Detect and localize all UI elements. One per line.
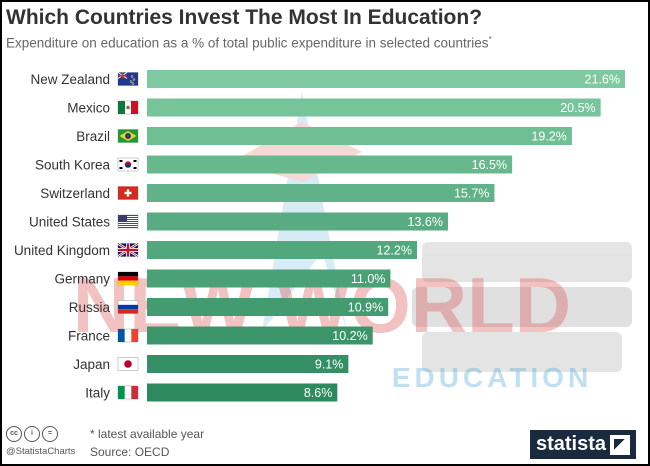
flag-mexico-icon xyxy=(117,100,139,115)
bar-value-label: 12.2% xyxy=(377,244,412,258)
cc-icon: cc xyxy=(6,426,22,442)
category-label: France xyxy=(68,329,110,344)
bar-value-label: 19.2% xyxy=(531,130,566,144)
statista-logo[interactable]: statista xyxy=(529,430,636,459)
category-label: Switzerland xyxy=(40,186,110,201)
bar-value-label: 15.7% xyxy=(454,187,489,201)
bar-value-label: 10.9% xyxy=(348,301,383,315)
category-label: Italy xyxy=(85,386,110,401)
bar-united-states xyxy=(147,212,448,231)
category-label: New Zealand xyxy=(30,72,110,87)
flag-germany-icon xyxy=(117,271,139,286)
bar-italy xyxy=(147,383,338,402)
bar-value-label: 8.6% xyxy=(304,386,333,400)
category-label: Germany xyxy=(54,272,110,287)
bar-switzerland xyxy=(147,184,495,202)
category-label: Russia xyxy=(69,300,111,315)
social-handle: @StatistaCharts xyxy=(6,446,76,457)
brand-name: statista xyxy=(535,433,606,455)
bar-chart: 21.6% New Zealand 20.5% Mexico 19.2% Brazil 16… xyxy=(14,70,625,402)
bar-value-label: 16.5% xyxy=(472,158,507,172)
flag-united-states-icon xyxy=(117,214,139,229)
flag-japan-icon xyxy=(117,357,139,371)
footnote: * latest available year xyxy=(90,427,205,441)
category-label: Brazil xyxy=(76,129,110,144)
flag-united-kingdom-icon xyxy=(117,242,139,258)
bar-value-label: 10.2% xyxy=(332,329,367,343)
flag-new-zealand-icon xyxy=(117,72,139,86)
flag-brazil-icon xyxy=(117,129,139,143)
bar-south-korea xyxy=(147,155,513,174)
license-icons: cc i = xyxy=(6,426,58,442)
bar-japan xyxy=(147,355,349,373)
category-label: South Korea xyxy=(35,158,111,173)
bar-france xyxy=(147,326,373,345)
nd-icon: = xyxy=(42,426,58,442)
bar-new-zealand xyxy=(147,70,625,88)
bar-value-label: 11.0% xyxy=(351,272,386,286)
source: Source: OECD xyxy=(90,445,170,459)
bar-mexico xyxy=(147,98,601,117)
bar-value-label: 9.1% xyxy=(315,358,344,372)
flag-italy-icon xyxy=(117,385,139,400)
bar-germany xyxy=(147,269,391,288)
category-label: United States xyxy=(29,215,110,230)
flag-switzerland-icon xyxy=(117,186,139,200)
bar-brazil xyxy=(147,127,572,145)
chart-title: Which Countries Invest The Most In Educa… xyxy=(6,6,483,29)
flag-russia-icon xyxy=(117,300,139,314)
category-label: United Kingdom xyxy=(14,243,110,258)
statista-logo-icon xyxy=(610,434,630,455)
bar-united-kingdom xyxy=(147,241,417,259)
chart-subtitle: Expenditure on education as a % of total… xyxy=(6,35,492,51)
category-label: Mexico xyxy=(67,101,110,116)
category-label: Japan xyxy=(73,357,110,372)
bar-value-label: 21.6% xyxy=(585,73,620,87)
bar-value-label: 20.5% xyxy=(560,101,595,115)
flag-south-korea-icon xyxy=(117,157,139,172)
flag-france-icon xyxy=(117,328,139,343)
bar-russia xyxy=(147,298,389,316)
by-icon: i xyxy=(24,426,40,442)
bar-value-label: 13.6% xyxy=(408,215,443,229)
